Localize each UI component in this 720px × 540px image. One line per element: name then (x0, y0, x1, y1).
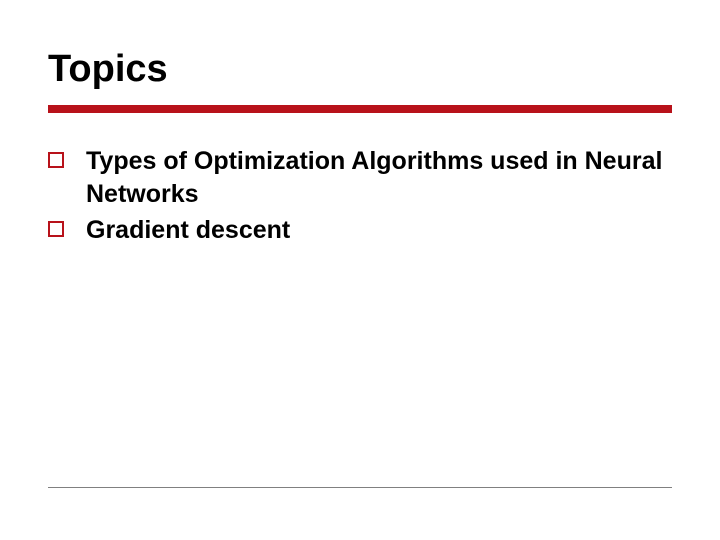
slide-title: Topics (48, 48, 672, 91)
list-item: Types of Optimization Algorithms used in… (48, 145, 672, 210)
slide: Topics Types of Optimization Algorithms … (0, 0, 720, 540)
list-item-text: Gradient descent (86, 214, 290, 247)
footer-divider (48, 487, 672, 488)
square-bullet-icon (48, 221, 64, 237)
list-item-text: Types of Optimization Algorithms used in… (86, 145, 672, 210)
list-item: Gradient descent (48, 214, 672, 247)
content-area: Types of Optimization Algorithms used in… (48, 145, 672, 247)
square-bullet-icon (48, 152, 64, 168)
title-underline (48, 105, 672, 113)
